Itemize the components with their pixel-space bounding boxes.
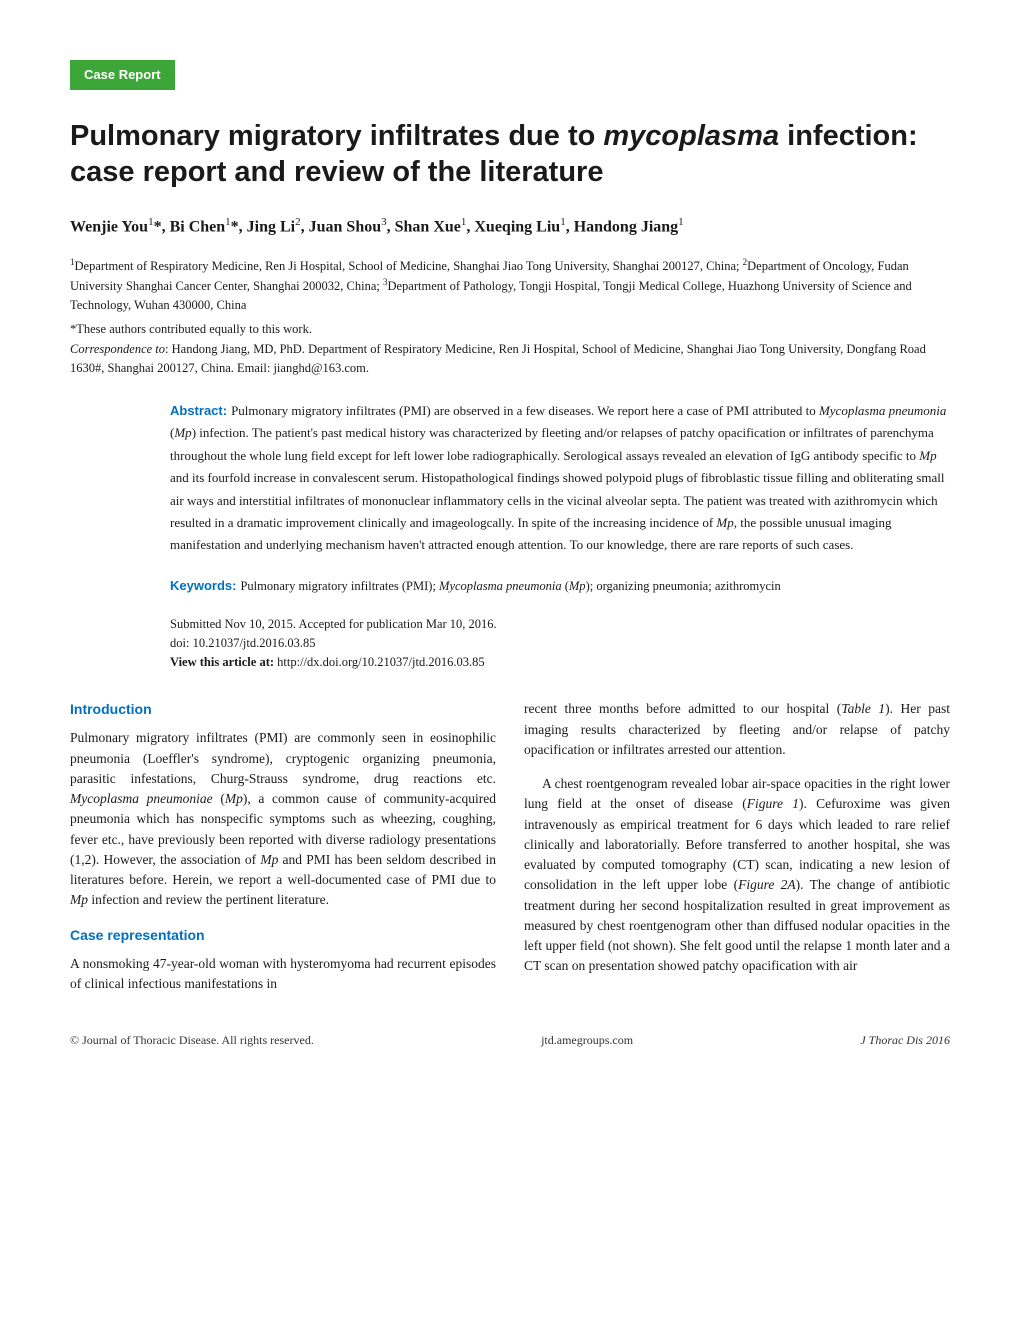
affiliations: 1Department of Respiratory Medicine, Ren… [70, 256, 950, 315]
keywords-block: Keywords: Pulmonary migratory infiltrate… [170, 575, 950, 597]
authors-line: Wenjie You1*, Bi Chen1*, Jing Li2, Juan … [70, 215, 950, 239]
case-para-3: A chest roentgenogram revealed lobar air… [524, 774, 950, 977]
footer-journal: J Thorac Dis 2016 [860, 1032, 950, 1049]
page-footer: © Journal of Thoracic Disease. All right… [70, 1032, 950, 1049]
submission-info: Submitted Nov 10, 2015. Accepted for pub… [170, 615, 950, 671]
doi-line: doi: 10.21037/jtd.2016.03.85 [170, 634, 950, 653]
case-para-2: recent three months before admitted to o… [524, 699, 950, 760]
footer-url: jtd.amegroups.com [541, 1032, 633, 1049]
article-title: Pulmonary migratory infiltrates due to m… [70, 118, 950, 191]
case-heading: Case representation [70, 925, 496, 946]
title-text-1: Pulmonary migratory infiltrates due to [70, 120, 603, 152]
case-para-1: A nonsmoking 47-year-old woman with hyst… [70, 954, 496, 995]
abstract-block: Abstract: Pulmonary migratory infiltrate… [170, 400, 950, 557]
keywords-text: Pulmonary migratory infiltrates (PMI); M… [240, 579, 780, 593]
correspondence: Correspondence to: Handong Jiang, MD, Ph… [70, 340, 950, 378]
abstract-label: Abstract: [170, 403, 227, 418]
view-article-label: View this article at: [170, 655, 274, 669]
case-report-badge: Case Report [70, 60, 175, 90]
body-columns: Introduction Pulmonary migratory infiltr… [70, 699, 950, 994]
title-species: mycoplasma [603, 120, 779, 152]
equal-contribution-note: *These authors contributed equally to th… [70, 321, 950, 339]
submitted-accepted-line: Submitted Nov 10, 2015. Accepted for pub… [170, 615, 950, 634]
keywords-label: Keywords: [170, 578, 236, 593]
right-column: recent three months before admitted to o… [524, 699, 950, 994]
view-article-url[interactable]: http://dx.doi.org/10.21037/jtd.2016.03.8… [277, 655, 484, 669]
left-column: Introduction Pulmonary migratory infiltr… [70, 699, 496, 994]
footer-copyright: © Journal of Thoracic Disease. All right… [70, 1032, 314, 1049]
view-article-line: View this article at: http://dx.doi.org/… [170, 653, 950, 672]
introduction-heading: Introduction [70, 699, 496, 720]
introduction-para-1: Pulmonary migratory infiltrates (PMI) ar… [70, 728, 496, 910]
abstract-text: Pulmonary migratory infiltrates (PMI) ar… [170, 403, 946, 552]
